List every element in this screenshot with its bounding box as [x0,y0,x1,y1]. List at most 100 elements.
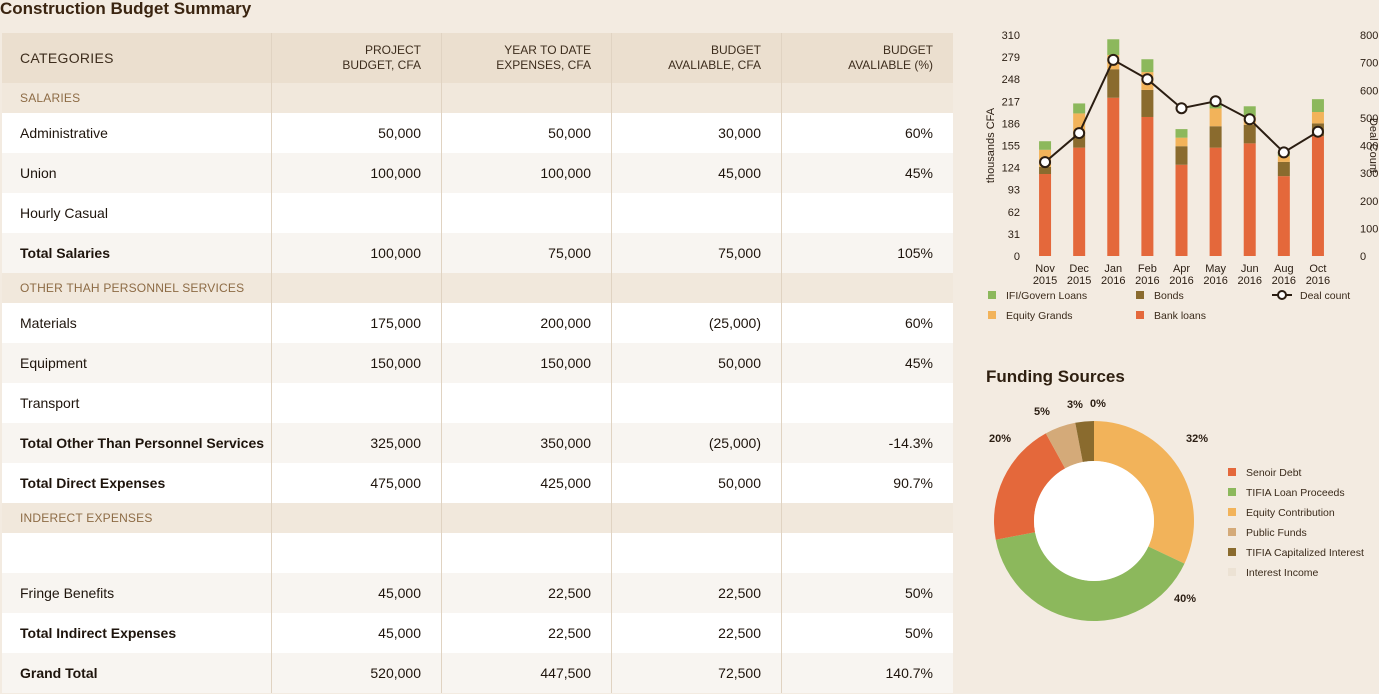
section-empty-cell [442,503,612,533]
project-budget-cell: 100,000 [272,153,442,193]
bar-segment [1141,59,1154,73]
budget-available-pct-cell: 45% [904,355,933,371]
deal-count-point [1141,73,1154,86]
budget-available-cell: 45,000 [612,153,782,193]
deal-count-point [1209,95,1222,108]
budget-available-cell: 50,000 [612,343,782,383]
bar-segment [1277,161,1290,177]
legend-swatch [1228,488,1236,496]
x-tick-label: Dec 2015 [1067,263,1091,287]
x-tick-label: Jan 2016 [1101,263,1125,287]
project-budget-cell: 475,000 [272,463,442,503]
total-row: Total Salaries 100,000 75,000 75,000 105% [2,233,953,273]
slice-percent-label: 0% [1090,398,1106,410]
row-label: Total Direct Expenses [2,463,272,503]
budget-available-cell: (25,000) [612,423,782,463]
section-empty-cell [612,83,782,113]
ytd-expenses-cell: 350,000 [442,423,612,463]
budget-available-pct-cell: 60% [904,315,933,331]
budget-available-cell: 75,000 [612,233,782,273]
x-tick-label: Apr 2016 [1169,263,1193,287]
bar-segment [1175,137,1188,147]
row-label: Transport [2,383,272,423]
bar-segment [1243,106,1256,117]
legend-label: Equity Contribution [1246,507,1335,519]
slice-percent-label: 20% [989,433,1011,445]
bar-segment [1141,89,1154,117]
legend-swatch [1228,528,1236,536]
row-label: Union [2,153,272,193]
bar-segment [1039,166,1052,175]
section-label: OTHER THAH PERSONNEL SERVICES [2,273,272,303]
project-budget-cell: 50,000 [272,113,442,153]
legend-label: TIFIA Loan Proceeds [1246,487,1345,499]
x-tick-label: Nov 2015 [1033,263,1057,287]
budget-available-cell [612,533,782,573]
section-label: INDERECT EXPENSES [2,503,272,533]
table-header-row: CATEGORIES PROJECT BUDGET, CFA YEAR TO D… [2,33,953,83]
budget-available-cell: 22,500 [612,613,782,653]
budget-available-pct-cell: 50% [904,625,933,641]
y2-axis-label: Deal Count [1367,118,1379,173]
bar-segment [1175,164,1188,256]
legend-label: TIFIA Capitalized Interest [1246,547,1364,559]
row-label: Hourly Casual [2,193,272,233]
total-row: Grand Total 520,000 447,500 72,500 140.7% [2,653,953,693]
row-label: Fringe Benefits [2,573,272,613]
ytd-expenses-cell: 425,000 [442,463,612,503]
budget-available-cell: 72,500 [612,653,782,693]
legend-swatch [988,311,996,319]
project-budget-cell: 520,000 [272,653,442,693]
legend-swatch [1136,291,1144,299]
legend-swatch [1228,468,1236,476]
y2-tick-label: 700 [1360,58,1378,70]
deal-count-point [1107,53,1120,66]
budget-available-pct-cell: 50% [904,585,933,601]
donut-slice [1075,421,1094,463]
bar-segment [1311,99,1324,112]
legend-label: Equity Grands [1006,310,1073,322]
budget-available-pct-cell [782,193,953,233]
header-categories: CATEGORIES [2,33,272,83]
y-tick-label: 31 [1008,229,1020,241]
budget-available-pct-cell [782,383,953,423]
deal-count-point [1243,113,1256,126]
legend-swatch [1228,568,1236,576]
table-row: Hourly Casual [2,193,953,233]
section-label: SALARIES [2,83,272,113]
ytd-expenses-cell: 447,500 [442,653,612,693]
y-tick-label: 0 [1014,251,1020,263]
total-row: Total Direct Expenses 475,000 425,000 50,00… [2,463,953,503]
budget-available-cell [612,383,782,423]
legend-label: Deal count [1300,290,1350,302]
stacked-bar-chart: 0 31 62 93 124 155 186 217 248 279 310 0 100 200 300 40… [985,30,1379,322]
ytd-expenses-cell: 150,000 [442,343,612,383]
legend-label: Public Funds [1246,527,1307,539]
legend-swatch [1228,508,1236,516]
bar-segment [1311,136,1324,256]
project-budget-cell [272,193,442,233]
legend-label: IFI/Govern Loans [1006,290,1087,302]
y-tick-label: 217 [1002,96,1020,108]
bar-segment [1175,146,1188,165]
bar-segment [1209,108,1222,127]
bar-segment [1107,39,1120,55]
section-empty-cell [272,83,442,113]
bar-segment [1277,176,1290,256]
section-empty-cell [612,503,782,533]
total-row: Total Other Than Personnel Services 325,0… [2,423,953,463]
x-tick-label: May 2016 [1203,263,1227,287]
table-row: Equipment 150,000 150,000 50,000 45% [2,343,953,383]
slice-percent-label: 3% [1067,399,1083,411]
budget-available-pct-cell: -14.3% [888,435,933,451]
budget-available-pct-cell: 105% [897,245,933,261]
section-row: INDERECT EXPENSES [2,503,953,533]
legend-swatch [988,291,996,299]
project-budget-cell: 45,000 [272,613,442,653]
y-tick-label: 310 [1002,30,1020,42]
y2-tick-label: 500 [1360,113,1378,125]
bar-segment [1141,116,1154,256]
donut-slice [993,433,1066,540]
legend-label: Interest Income [1246,567,1319,579]
row-label [2,533,272,573]
